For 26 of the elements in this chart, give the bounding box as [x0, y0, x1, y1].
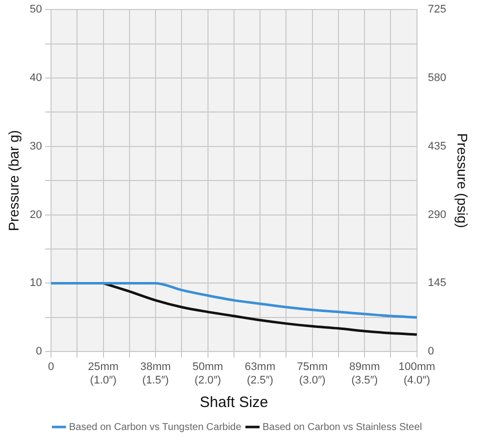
x-tick-label: 100mm (4.0″): [398, 361, 436, 386]
y2-tick-label: 145: [428, 277, 446, 290]
y2-tick-label: 0: [428, 346, 434, 358]
y-tick-label: 50: [30, 4, 42, 16]
y-tick-label: 30: [30, 140, 42, 152]
x-tick-label: 0: [48, 361, 54, 374]
x-tick-label: 50mm (2.0″): [192, 361, 224, 386]
y2-tick-label: 435: [428, 140, 446, 152]
x-tick-label: 63mm (2.5″): [244, 361, 276, 386]
x-tick-label: 75mm (3.0″): [297, 361, 328, 386]
y2-axis-title: Pressure (psig): [454, 133, 471, 228]
y2-tick-label: 580: [428, 72, 446, 84]
y-tick-label: 0: [36, 346, 42, 358]
line-series: [102, 282, 418, 336]
y-tick-label: 10: [30, 277, 42, 290]
y2-tick-label: 725: [428, 4, 446, 16]
y-tick-label: 20: [30, 208, 42, 221]
y-tick-label: 40: [30, 72, 42, 84]
legend-label: Based on Carbon vs Stainless Steel: [262, 422, 422, 433]
y-axis-title: Pressure (bar g): [5, 130, 22, 232]
x-tick-label: 89mm (3.5″): [349, 361, 380, 386]
legend-label: Based on Carbon vs Tungsten Carbide: [68, 422, 242, 433]
x-tick-label: 25mm (1.0″): [88, 361, 119, 386]
x-axis-title: Shaft Size: [200, 394, 268, 412]
x-tick-label: 38mm (1.5″): [140, 361, 171, 386]
y2-tick-label: 290: [428, 208, 446, 221]
